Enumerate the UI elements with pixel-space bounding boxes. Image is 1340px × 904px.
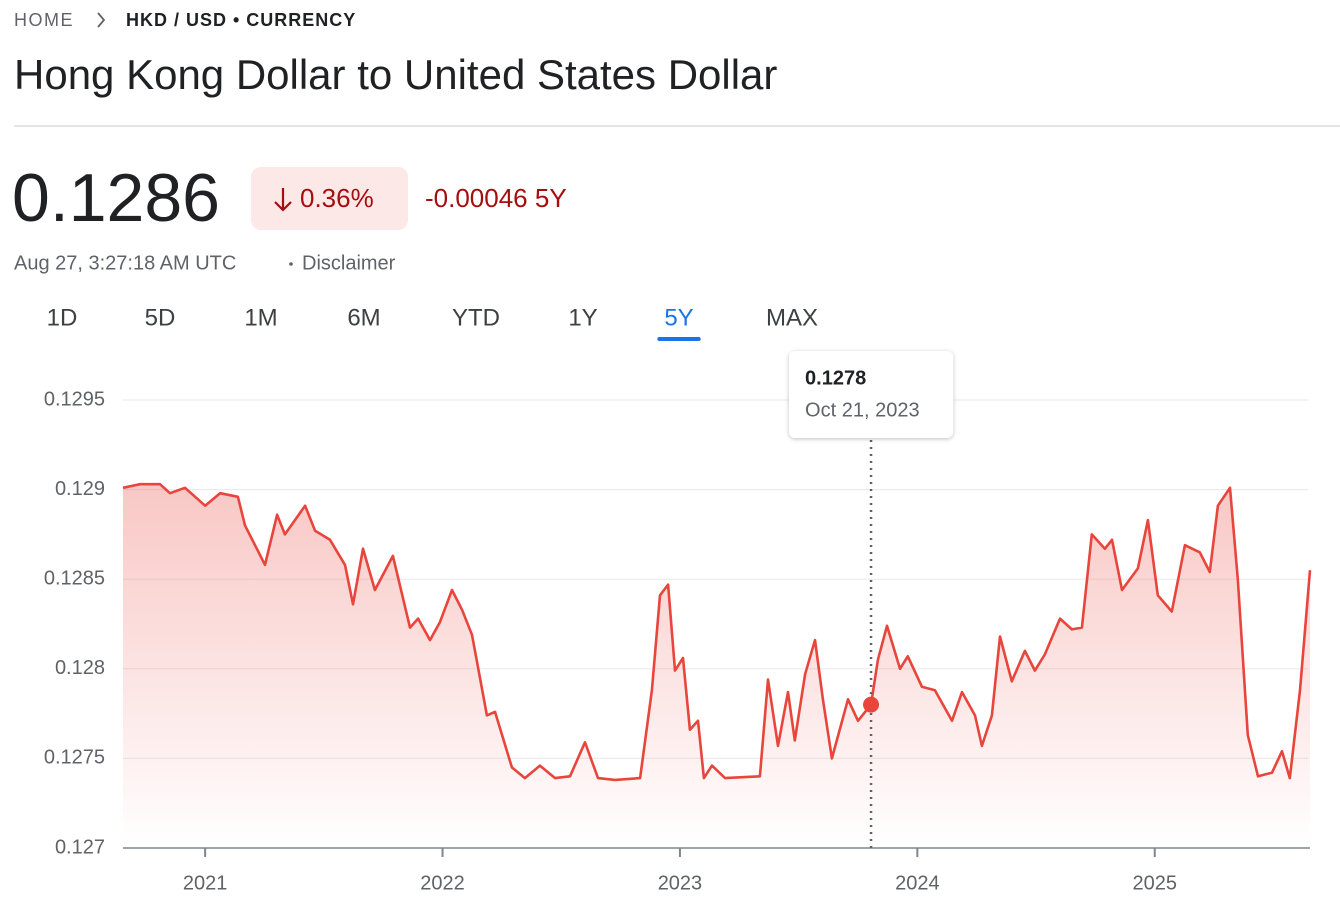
- separator-dot: [289, 262, 293, 266]
- chart: 0.1295 0.129 0.1285 0.128 0.1275 0.127 2021 202…: [44, 351, 1312, 894]
- tooltip-value: 0.1278: [805, 367, 866, 389]
- tooltip-date: Oct 21, 2023: [805, 399, 920, 421]
- range-tab[interactable]: 5D: [145, 304, 176, 331]
- breadcrumb-home[interactable]: HOME: [14, 10, 74, 30]
- y-tick-label: 0.1295: [44, 388, 105, 410]
- price-line: [122, 482, 1312, 782]
- change-badge: [251, 167, 408, 230]
- range-tab[interactable]: 1Y: [568, 304, 597, 331]
- page-title: Hong Kong Dollar to United States Dollar: [14, 51, 777, 98]
- hover-dot: [863, 696, 880, 713]
- tab-underline: [657, 337, 701, 341]
- y-tick-label: 0.127: [55, 836, 105, 858]
- range-tab[interactable]: 5Y: [664, 304, 693, 331]
- area-fill: [123, 484, 1310, 848]
- disclaimer-link[interactable]: Disclaimer: [302, 252, 396, 274]
- x-tick-label: 2021: [183, 872, 228, 894]
- x-tick-label: 2025: [1132, 872, 1177, 894]
- timestamp: Aug 27, 3:27:18 AM UTC: [14, 252, 236, 274]
- x-tick-label: 2022: [420, 872, 465, 894]
- change-percent: 0.36%: [300, 183, 374, 213]
- range-tabs: 1D 5D 1M 6M YTD 1Y 5Y MAX: [47, 304, 818, 341]
- range-tab[interactable]: 6M: [347, 304, 380, 331]
- price: 0.1286: [12, 160, 220, 236]
- x-tick-label: 2023: [658, 872, 703, 894]
- change-value: -0.00046 5Y: [425, 183, 567, 213]
- range-tab[interactable]: MAX: [766, 304, 818, 331]
- breadcrumb-current: HKD / USD • CURRENCY: [126, 10, 356, 30]
- breadcrumb-chevron: [97, 12, 106, 28]
- y-tick-label: 0.1275: [44, 747, 105, 769]
- range-tab[interactable]: 1M: [244, 304, 277, 331]
- y-tick-label: 0.1285: [44, 567, 105, 589]
- range-tab[interactable]: 1D: [47, 304, 78, 331]
- y-tick-label: 0.129: [55, 478, 105, 500]
- down-arrow: [274, 188, 292, 212]
- range-tab[interactable]: YTD: [452, 304, 500, 331]
- y-tick-label: 0.128: [55, 657, 105, 679]
- x-tick-label: 2024: [895, 872, 940, 894]
- tooltip-box: [789, 351, 954, 438]
